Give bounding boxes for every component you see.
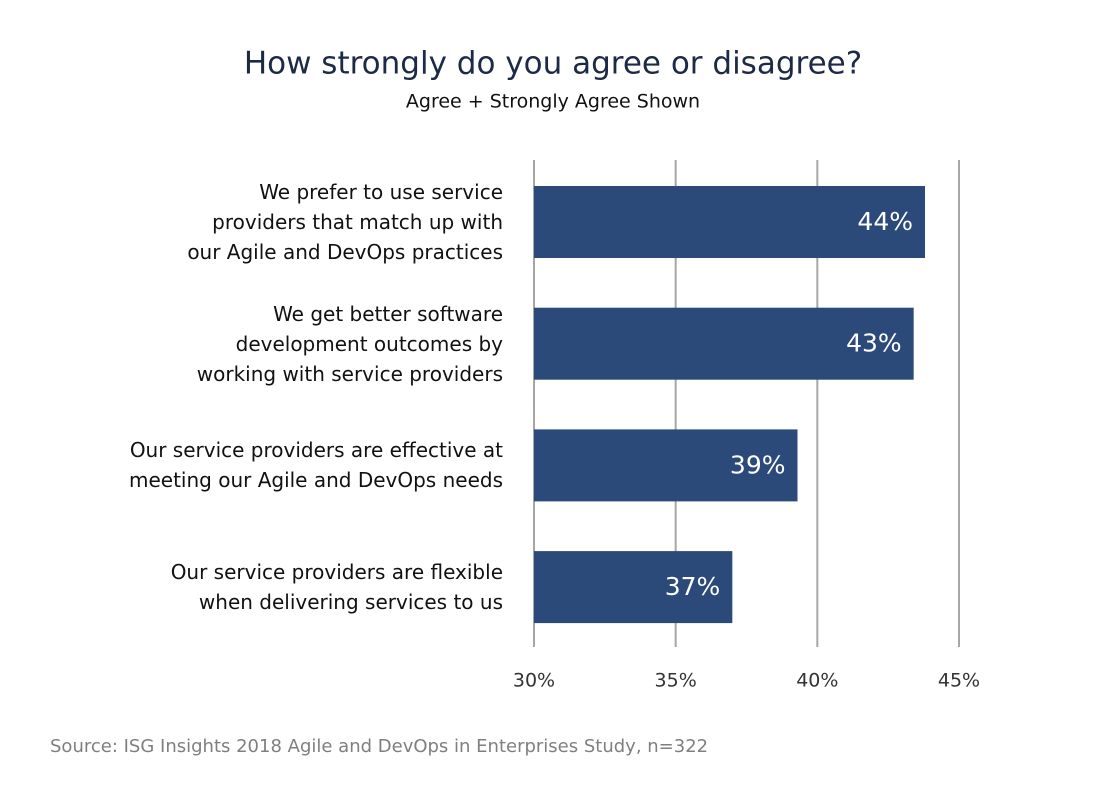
value-label: 39% bbox=[730, 450, 786, 479]
category-label: Our service providers are effective at m… bbox=[128, 438, 503, 493]
chart-title: How strongly do you agree or disagree? bbox=[244, 46, 862, 82]
bar bbox=[534, 429, 798, 502]
x-tick-label: 30% bbox=[513, 670, 555, 692]
bar bbox=[534, 551, 733, 624]
x-tick-label: 35% bbox=[655, 670, 697, 692]
category-label: We prefer to use service providers that … bbox=[187, 180, 503, 264]
value-label: 37% bbox=[665, 572, 721, 601]
chart-subtitle: Agree + Strongly Agree Shown bbox=[406, 91, 700, 113]
value-label: 43% bbox=[846, 329, 902, 358]
source-note: Source: ISG Insights 2018 Agile and DevO… bbox=[50, 736, 708, 757]
x-tick-label: 40% bbox=[796, 670, 838, 692]
bar bbox=[534, 186, 925, 258]
category-label: We get better software development outco… bbox=[196, 301, 503, 386]
category-label: Our service providers are flexible when … bbox=[170, 560, 503, 615]
value-label: 44% bbox=[857, 207, 913, 236]
x-tick-label: 45% bbox=[938, 670, 980, 692]
bar bbox=[534, 307, 914, 380]
